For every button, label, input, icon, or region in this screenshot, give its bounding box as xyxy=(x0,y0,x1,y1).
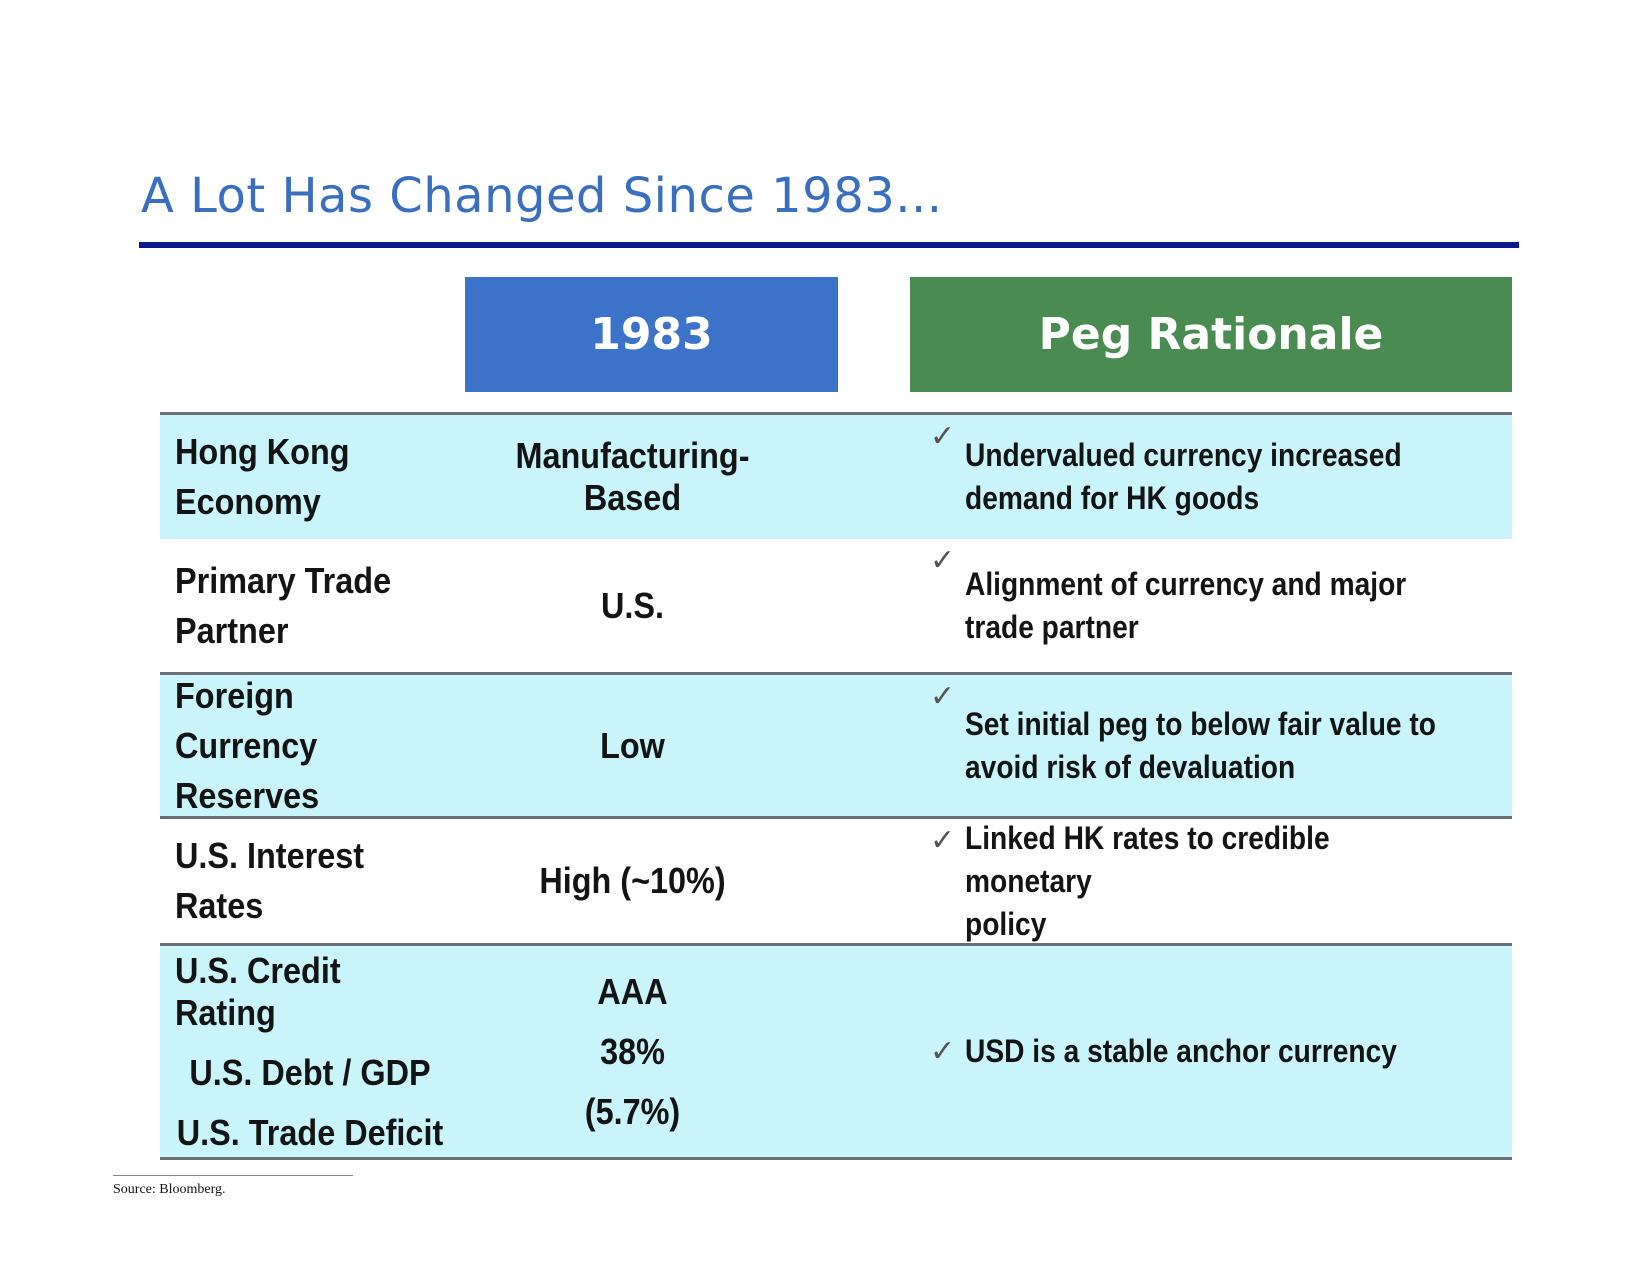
row-value: 38% xyxy=(600,1030,665,1072)
checkmark-icon: ✓ xyxy=(930,680,956,713)
checkmark-icon: ✓ xyxy=(930,544,956,577)
row-value: High (~10%) xyxy=(539,860,726,901)
table-row: Primary Trade Partner U.S. ✓ Alignment of… xyxy=(160,539,1512,675)
checkmark-icon: ✓ xyxy=(930,1035,956,1068)
table-row: U.S. Interest Rates High (~10%) ✓ Linked … xyxy=(160,819,1512,946)
footnote-divider xyxy=(113,1175,353,1176)
row-rationale: ✓ USD is a stable anchor currency xyxy=(930,1033,1398,1069)
table-row: Hong Kong Economy Manufacturing-Based ✓ U… xyxy=(160,412,1512,542)
table-row: U.S. Credit Rating U.S. Debt / GDP U.S. … xyxy=(160,946,1512,1160)
row-label: U.S. Interest Rates xyxy=(175,835,365,926)
row-label: U.S. Credit Rating xyxy=(175,949,341,1033)
header-peg-rationale: Peg Rationale xyxy=(910,277,1512,392)
checkmark-icon: ✓ xyxy=(930,824,956,857)
page-title: A Lot Has Changed Since 1983... xyxy=(141,168,943,224)
row-label: Primary Trade Partner xyxy=(175,559,392,651)
source-note: Source: Bloomberg. xyxy=(113,1182,226,1197)
checkmark-icon: ✓ xyxy=(930,420,956,453)
row-value: Low xyxy=(600,724,665,766)
row-value: AAA xyxy=(597,970,668,1012)
row-rationale: ✓ Alignment of currency and major trade p… xyxy=(930,544,1407,645)
row-value: Manufacturing-Based xyxy=(515,435,750,518)
title-divider xyxy=(139,242,1519,248)
row-label: Hong Kong Economy xyxy=(175,431,350,522)
row-rationale: ✓ Linked HK rates to credible monetary po… xyxy=(930,819,1330,942)
row-label: Foreign Currency Reserves xyxy=(175,674,320,816)
row-label-group: U.S. Credit Rating U.S. Debt / GDP U.S. … xyxy=(175,946,445,1157)
table-row: Foreign Currency Reserves Low ✓ Set initi… xyxy=(160,675,1512,819)
row-label: U.S. Trade Deficit xyxy=(176,1111,444,1153)
header-1983: 1983 xyxy=(465,277,838,392)
row-rationale: ✓ Undervalued currency increased demand f… xyxy=(930,420,1402,516)
row-value: U.S. xyxy=(600,584,664,626)
row-rationale: ✓ Set initial peg to below fair value to… xyxy=(930,680,1437,785)
row-value: (5.7%) xyxy=(584,1090,681,1132)
row-value-group: AAA 38% (5.7%) xyxy=(477,946,788,1157)
row-label: U.S. Debt / GDP xyxy=(189,1051,431,1093)
